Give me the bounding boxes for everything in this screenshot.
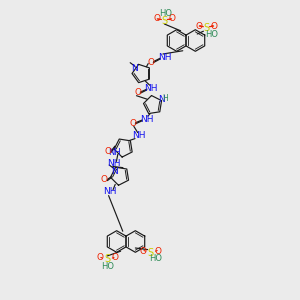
Text: NH: NH bbox=[107, 159, 120, 168]
Text: O: O bbox=[155, 247, 162, 256]
Text: NH: NH bbox=[140, 115, 153, 124]
Text: HO: HO bbox=[101, 262, 115, 271]
Text: O: O bbox=[96, 254, 103, 262]
Text: O: O bbox=[211, 22, 218, 31]
Text: N: N bbox=[132, 64, 138, 73]
Text: H: H bbox=[162, 94, 168, 103]
Text: O: O bbox=[104, 147, 112, 156]
Text: NH: NH bbox=[145, 84, 158, 93]
Text: O: O bbox=[139, 247, 146, 256]
Text: O: O bbox=[169, 14, 176, 23]
Text: O: O bbox=[112, 254, 119, 262]
Text: O: O bbox=[148, 58, 155, 67]
Text: S: S bbox=[148, 248, 154, 258]
Text: O: O bbox=[101, 176, 108, 184]
Text: HO: HO bbox=[149, 254, 163, 263]
Text: S: S bbox=[203, 22, 209, 33]
Text: HO: HO bbox=[159, 9, 172, 18]
Text: NH: NH bbox=[108, 148, 121, 157]
Text: O: O bbox=[153, 14, 160, 23]
Text: N: N bbox=[158, 95, 165, 104]
Text: S: S bbox=[104, 254, 110, 265]
Text: O: O bbox=[195, 22, 202, 31]
Text: O: O bbox=[134, 88, 142, 97]
Text: N: N bbox=[111, 167, 117, 176]
Text: S: S bbox=[161, 16, 167, 26]
Text: HO: HO bbox=[205, 30, 218, 39]
Text: NH: NH bbox=[132, 131, 145, 140]
Text: O: O bbox=[130, 119, 137, 128]
Text: NH: NH bbox=[103, 188, 117, 196]
Text: NH: NH bbox=[158, 53, 171, 62]
